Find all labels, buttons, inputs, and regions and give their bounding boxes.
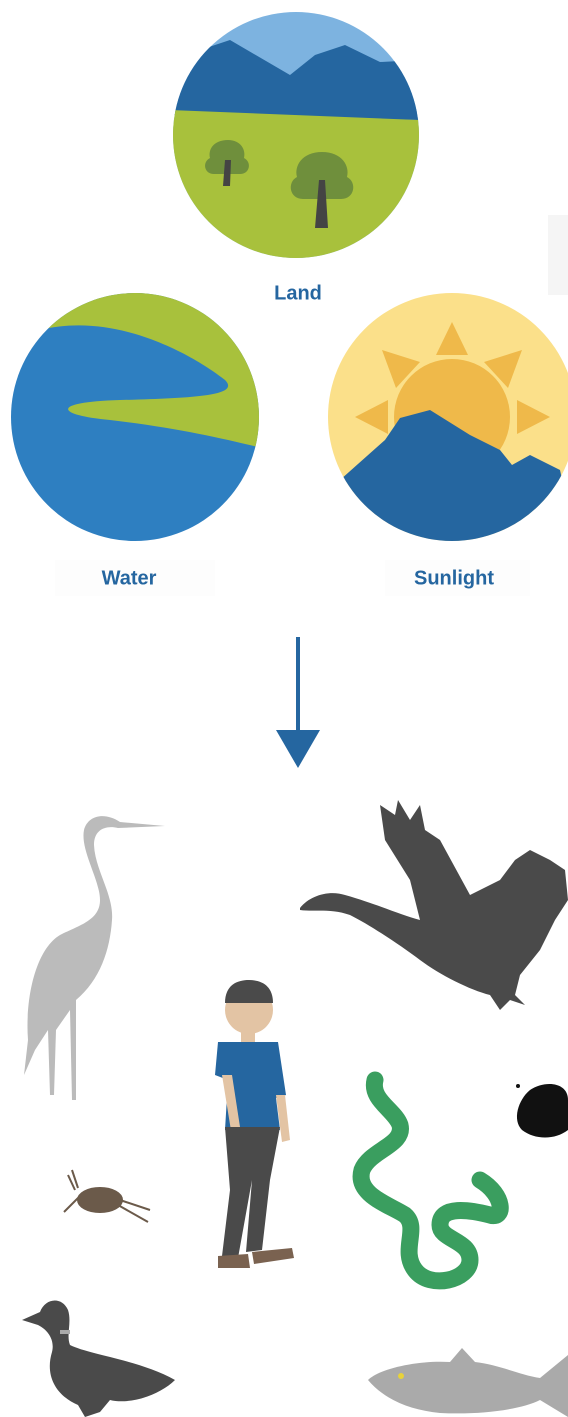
land-icon [170, 10, 430, 270]
page: Land Water Sunlight [0, 0, 568, 1417]
snake [361, 1080, 500, 1281]
arrow [276, 637, 320, 768]
dot [516, 1084, 520, 1088]
duck [22, 1300, 175, 1417]
heron [24, 816, 165, 1100]
beetle [517, 1084, 568, 1137]
land-label: Land [274, 282, 322, 304]
edge-box [548, 215, 568, 295]
goose [300, 800, 568, 1010]
infographic: Land Water Sunlight [0, 0, 568, 1417]
water-bug [64, 1170, 150, 1222]
water-label: Water [102, 567, 157, 589]
person [215, 980, 294, 1295]
fish [368, 1348, 568, 1417]
duck-collar [60, 1330, 70, 1334]
sunlight-icon [325, 290, 568, 560]
sunlight-label: Sunlight [414, 567, 494, 589]
water-icon [8, 290, 270, 550]
